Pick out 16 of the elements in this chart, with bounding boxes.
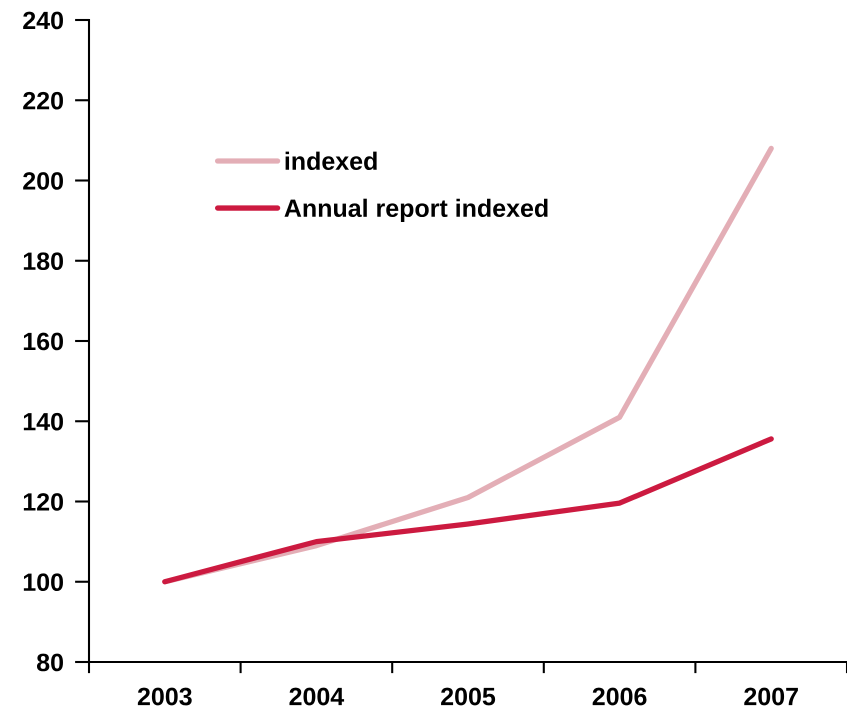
legend-label: indexed — [286, 152, 377, 170]
y-tick-label: 100 — [24, 573, 63, 592]
y-tick-label: 240 — [23, 12, 63, 30]
y-tick-label: 120 — [24, 493, 63, 511]
x-tick-label: 2006 — [592, 688, 647, 706]
x-tick-label: 2004 — [289, 688, 344, 706]
y-tick-label: 200 — [23, 172, 63, 190]
x-tick-label: 2005 — [441, 688, 496, 706]
y-tick-label: 80 — [36, 654, 63, 672]
x-tick-label: 2003 — [138, 688, 192, 706]
y-tick-label: 140 — [24, 412, 63, 431]
y-tick-label: 160 — [24, 332, 63, 350]
y-tick-label: 180 — [24, 252, 63, 270]
x-tick-label: 2007 — [744, 688, 798, 706]
legend-label: Annual report indexed — [284, 198, 548, 222]
y-tick-label: 220 — [23, 92, 63, 110]
